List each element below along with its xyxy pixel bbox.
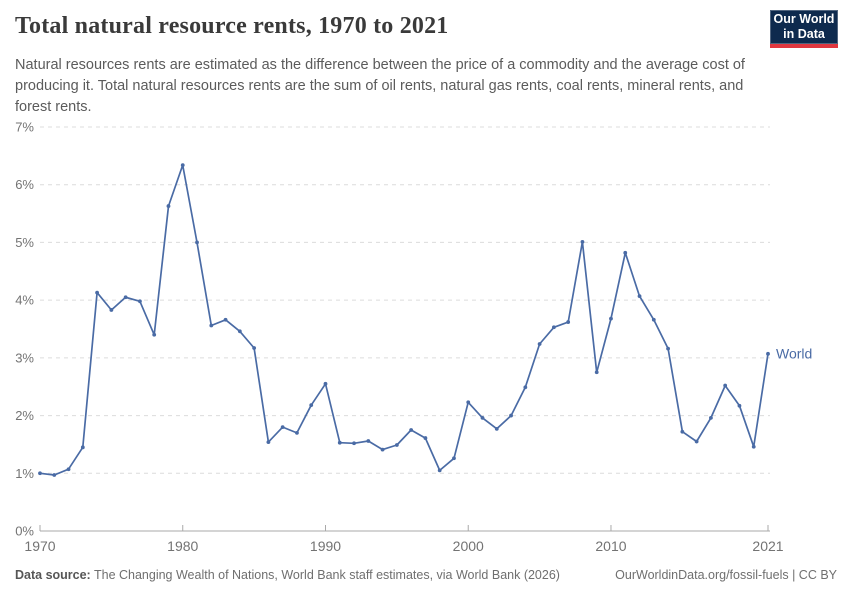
data-point-marker bbox=[152, 332, 157, 337]
y-axis-tick-label: 4% bbox=[15, 293, 34, 308]
data-point-marker bbox=[680, 429, 685, 434]
data-point-marker bbox=[480, 415, 485, 420]
data-point-marker bbox=[494, 426, 499, 431]
data-point-marker bbox=[523, 385, 528, 390]
x-axis-tick-label: 2000 bbox=[453, 538, 484, 554]
data-point-marker bbox=[109, 308, 114, 312]
y-axis-tick-label: 5% bbox=[15, 235, 34, 250]
x-axis-tick-label: 2021 bbox=[752, 538, 783, 554]
data-point-marker bbox=[566, 320, 571, 324]
data-point-marker bbox=[138, 299, 142, 304]
y-axis-tick-label: 3% bbox=[15, 350, 34, 365]
data-point-marker bbox=[766, 351, 770, 356]
data-point-marker bbox=[580, 239, 585, 244]
data-point-marker bbox=[666, 346, 670, 351]
series-line-world bbox=[39, 164, 769, 476]
data-point-marker bbox=[195, 240, 199, 245]
data-point-marker bbox=[466, 400, 471, 405]
data-point-marker bbox=[180, 163, 185, 167]
data-source-text: The Changing Wealth of Nations, World Ba… bbox=[90, 568, 560, 582]
data-point-marker bbox=[237, 329, 242, 334]
chart-subtitle: Natural resources rents are estimated as… bbox=[15, 57, 745, 116]
chart-title: Total natural resource rents, 1970 to 20… bbox=[15, 13, 449, 39]
data-point-marker bbox=[266, 440, 271, 445]
data-point-marker bbox=[394, 443, 399, 447]
data-point-marker bbox=[551, 325, 556, 330]
x-axis-tick-label: 2010 bbox=[595, 538, 626, 554]
data-point-marker bbox=[637, 294, 642, 299]
data-point-marker bbox=[280, 425, 285, 430]
data-point-marker bbox=[66, 467, 71, 472]
y-axis-tick-label: 2% bbox=[15, 408, 34, 423]
data-point-marker bbox=[123, 295, 128, 300]
footer: Data source: The Changing Wealth of Nati… bbox=[15, 568, 837, 582]
owid-logo-stripe bbox=[770, 44, 838, 48]
data-point-marker bbox=[737, 403, 742, 408]
data-point-marker bbox=[409, 428, 414, 432]
data-point-marker bbox=[651, 317, 656, 322]
data-point-marker bbox=[751, 444, 756, 449]
data-point-marker bbox=[509, 413, 513, 418]
data-point-marker bbox=[723, 383, 728, 388]
data-source-note: Data source: The Changing Wealth of Nati… bbox=[15, 568, 560, 582]
data-point-marker bbox=[295, 430, 299, 435]
y-axis-tick-label: 6% bbox=[15, 177, 34, 192]
owid-logo-line2: in Data bbox=[783, 27, 825, 41]
x-axis-tick-label: 1970 bbox=[24, 538, 55, 554]
data-point-marker bbox=[366, 439, 371, 443]
data-point-marker bbox=[52, 473, 57, 477]
data-point-marker bbox=[437, 468, 442, 473]
data-point-marker bbox=[166, 204, 171, 208]
data-point-marker bbox=[80, 445, 85, 450]
x-axis-tick-label: 1980 bbox=[167, 538, 198, 554]
data-point-marker bbox=[380, 447, 385, 452]
data-point-marker bbox=[223, 317, 228, 322]
y-axis-tick-label: 0% bbox=[15, 524, 34, 539]
owid-logo[interactable]: Our World in Data bbox=[770, 10, 838, 48]
data-point-marker bbox=[709, 415, 713, 420]
x-axis-tick-label: 1990 bbox=[310, 538, 341, 554]
series-label-world[interactable]: World bbox=[776, 345, 812, 361]
data-point-marker bbox=[95, 290, 99, 295]
data-point-marker bbox=[252, 346, 257, 350]
data-point-marker bbox=[323, 381, 328, 386]
data-point-marker bbox=[423, 436, 428, 440]
y-axis-tick-label: 1% bbox=[15, 466, 34, 481]
data-point-marker bbox=[337, 440, 342, 445]
data-source-label: Data source: bbox=[15, 568, 91, 582]
owid-logo-line1: Our World bbox=[773, 11, 835, 26]
y-axis-tick-label: 7% bbox=[15, 120, 34, 135]
data-point-marker bbox=[694, 439, 699, 444]
data-point-marker bbox=[209, 323, 214, 328]
data-point-marker bbox=[352, 441, 356, 446]
data-point-marker bbox=[38, 471, 42, 476]
data-point-marker bbox=[623, 250, 628, 255]
owid-link[interactable]: OurWorldinData.org/fossil-fuels | CC BY bbox=[615, 568, 837, 582]
data-point-marker bbox=[609, 316, 613, 321]
data-point-marker bbox=[309, 403, 314, 408]
data-point-marker bbox=[452, 456, 456, 461]
data-point-marker bbox=[594, 370, 599, 375]
data-point-marker bbox=[537, 342, 542, 346]
